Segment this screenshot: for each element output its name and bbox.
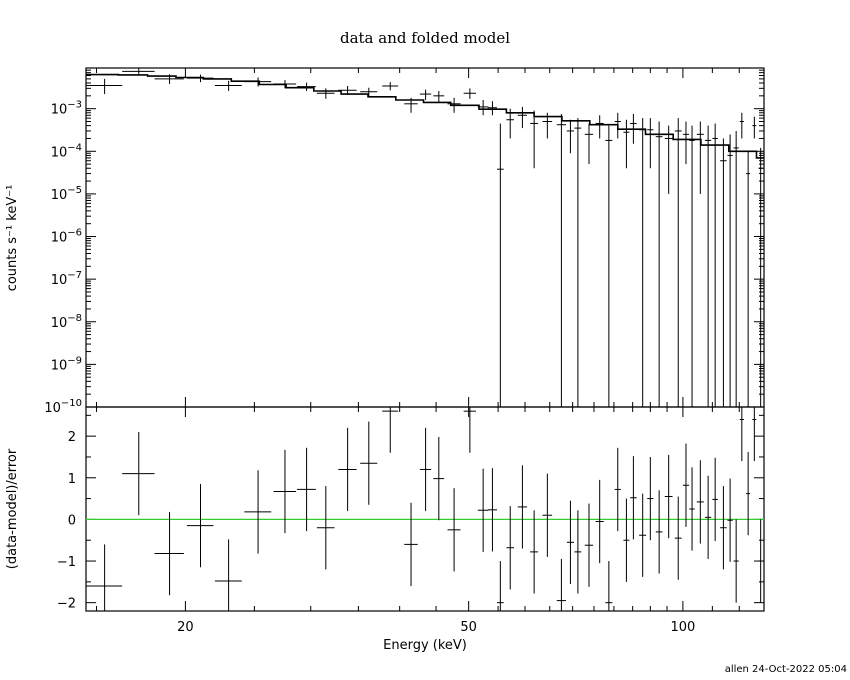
- bottom-y-tick-label: 1: [68, 472, 76, 487]
- bottom-y-tick-label: −2: [57, 597, 76, 612]
- top-x-ticks: [95, 68, 765, 407]
- chart-title: data and folded model: [340, 29, 510, 47]
- top-y-ticks: 10−3 10−4 10−5 10−6 10−7 10−8 10−9 10−10: [44, 69, 764, 416]
- top-y-tick-label: 10−10: [44, 398, 82, 416]
- model-curve: [86, 73, 764, 159]
- x-tick-label: 100: [670, 620, 695, 635]
- top-y-tick-label: 10−6: [51, 228, 82, 246]
- top-y-tick-label: 10−8: [51, 313, 82, 331]
- bottom-x-ticks: [95, 407, 765, 611]
- residual-points: [86, 407, 763, 611]
- bottom-plot-frame: [85, 406, 765, 612]
- model-step-line: [86, 73, 764, 159]
- x-tick-labels: 20 50 100: [177, 620, 695, 635]
- footer-timestamp: allen 24-Oct-2022 05:04: [725, 664, 847, 675]
- bottom-panel: −2 −1 0 1 2 (data-model)/error: [5, 406, 765, 612]
- bottom-y-ticks: −2 −1 0 1 2: [57, 414, 764, 612]
- bottom-y-tick-label: 0: [68, 513, 76, 528]
- x-axis-label: Energy (keV): [383, 638, 467, 653]
- bottom-y-tick-label: 2: [68, 430, 76, 445]
- x-tick-label: 50: [460, 620, 477, 635]
- top-y-tick-label: 10−4: [51, 142, 82, 160]
- bottom-y-tick-label: −1: [57, 555, 76, 570]
- top-plot-frame: [85, 67, 765, 408]
- top-y-tick-label: 10−3: [51, 100, 82, 118]
- top-y-axis-label: counts s⁻¹ keV⁻¹: [5, 185, 20, 292]
- top-y-tick-label: 10−7: [51, 270, 82, 288]
- top-y-tick-label: 10−5: [51, 185, 82, 203]
- top-data-points: [86, 68, 763, 407]
- x-tick-label: 20: [177, 620, 194, 635]
- top-y-tick-label: 10−9: [51, 355, 82, 373]
- bottom-y-axis-label: (data-model)/error: [5, 448, 20, 569]
- top-panel: 10−3 10−4 10−5 10−6 10−7 10−8 10−9 10−10 counts…: [5, 67, 765, 416]
